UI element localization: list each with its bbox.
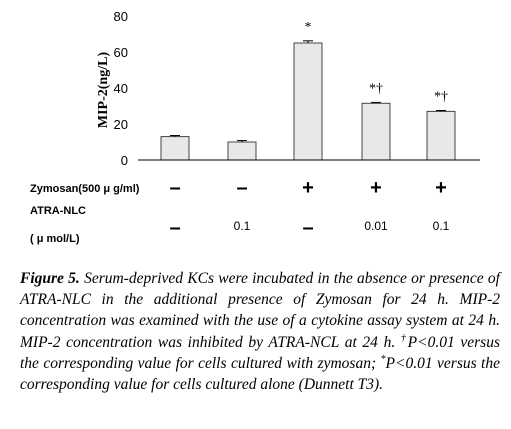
row-value: – — [236, 177, 247, 199]
y-tick-label: 60 — [114, 45, 128, 60]
row-value: – — [169, 217, 180, 239]
row-value: 0.01 — [364, 219, 388, 233]
significance-annotation: * — [305, 20, 312, 35]
row-value: + — [435, 177, 447, 199]
caption-label: Figure 5. — [20, 270, 80, 287]
row-unit-label: ( μ mol/L) — [30, 233, 80, 245]
caption-text-3: P<0.01 versus the corresponding value fo… — [20, 354, 500, 394]
bar — [227, 141, 257, 161]
y-axis-label: MIP-2(ng/L) — [96, 52, 111, 129]
caption-text: Serum-deprived KCs were incubated in the… — [20, 270, 500, 351]
bar — [426, 110, 456, 161]
row-value: + — [370, 177, 382, 199]
significance-annotation: *† — [434, 90, 448, 105]
row-value: + — [302, 177, 314, 199]
bar — [160, 136, 190, 161]
bar-chart: MIP-2(ng/L) 0 20 40 60 80 * *† *† Zymosan(500 … — [30, 9, 480, 245]
y-tick-label: 0 — [121, 153, 128, 168]
row-value: – — [302, 217, 313, 239]
figure-caption: Figure 5. Serum-deprived KCs were incuba… — [20, 268, 500, 395]
caption-text-2: P<0.01 versus the corresponding value fo… — [20, 333, 500, 372]
y-tick-label: 40 — [114, 81, 128, 96]
bar — [361, 102, 391, 161]
star-symbol: * — [380, 353, 386, 365]
significance-annotation: *† — [369, 81, 383, 96]
bar — [293, 42, 323, 161]
row-value: – — [169, 177, 180, 199]
row-label: ATRA-NLC — [30, 205, 86, 217]
row-value: 0.1 — [234, 219, 251, 233]
row-label: Zymosan(500 μ g/ml) — [30, 183, 140, 195]
dagger-symbol: † — [400, 332, 408, 344]
row-value: 0.1 — [433, 219, 450, 233]
y-tick-label: 80 — [114, 9, 128, 24]
y-tick-label: 20 — [114, 117, 128, 132]
